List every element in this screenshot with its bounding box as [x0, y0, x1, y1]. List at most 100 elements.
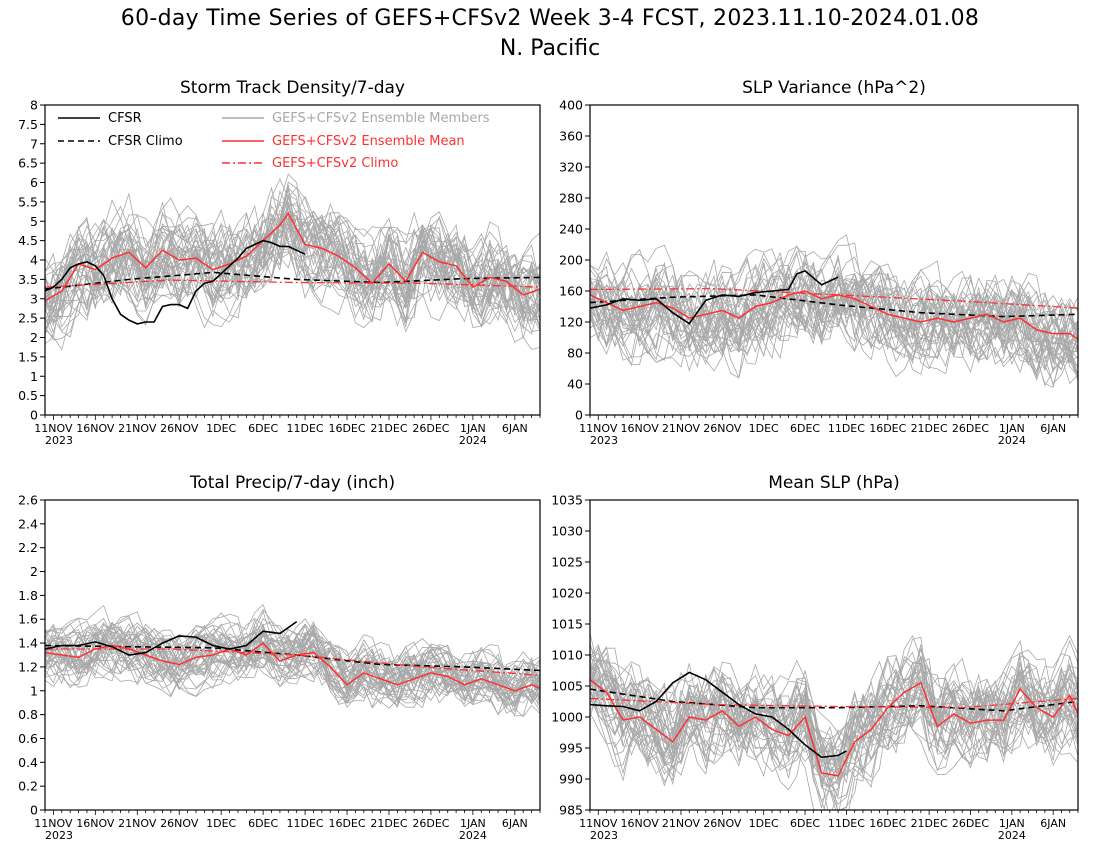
y-tick-label: 1.6	[18, 612, 38, 627]
series-line-cfsr	[45, 620, 298, 656]
y-tick-label: 400	[559, 98, 583, 113]
page-subtitle: N. Pacific	[499, 36, 601, 61]
ensemble-member-line	[45, 173, 540, 313]
y-tick-label: 0	[30, 408, 38, 423]
ensemble-member-line	[45, 227, 540, 332]
y-tick-label: 160	[559, 284, 583, 299]
plot-area	[590, 234, 1078, 388]
y-tick-label: 1.4	[18, 636, 38, 651]
series-line-cfsr	[590, 269, 839, 325]
y-tick-label: 3	[30, 291, 38, 306]
x-year-label: 2024	[998, 829, 1026, 842]
x-tick-label: 1DEC	[206, 422, 236, 435]
series-line-cfsr	[590, 671, 847, 759]
x-year-label: 2024	[459, 434, 487, 447]
y-tick-label: 4.5	[18, 233, 38, 248]
legend-label-climo: GEFS+CFSv2 Climo	[272, 156, 398, 171]
y-tick-label: 240	[559, 222, 583, 237]
x-tick-label: 11NOV	[34, 817, 73, 830]
ensemble-member-line	[45, 604, 540, 687]
ensemble-member-line	[45, 628, 540, 708]
x-tick-label: 16DEC	[328, 422, 365, 435]
panel-title: Mean SLP (hPa)	[768, 473, 900, 493]
x-tick-label: 26DEC	[412, 422, 449, 435]
x-tick-label: 21DEC	[370, 817, 407, 830]
ensemble-member-line	[45, 641, 540, 716]
x-tick-label: 26NOV	[703, 817, 742, 830]
panel-total-precip: Total Precip/7-day (inch)00.20.40.60.811…	[18, 473, 541, 842]
ensemble-member-line	[590, 632, 1078, 788]
x-tick-label: 16DEC	[869, 817, 906, 830]
ensemble-member-line	[590, 248, 1078, 345]
x-tick-label: 26DEC	[952, 817, 989, 830]
y-tick-label: 1000	[551, 710, 583, 725]
y-tick-label: 320	[559, 160, 583, 175]
y-tick-label: 1010	[551, 648, 583, 663]
y-tick-label: 4	[30, 253, 38, 268]
y-tick-label: 3.5	[18, 272, 38, 287]
y-tick-label: 1	[30, 683, 38, 698]
panel-title: Storm Track Density/7-day	[180, 78, 405, 98]
y-tick-label: 1015	[551, 617, 583, 632]
ensemble-member-line	[590, 656, 1078, 770]
x-tick-label: 16DEC	[328, 817, 365, 830]
x-tick-label: 1JAN	[999, 817, 1025, 830]
ensemble-member-line	[590, 656, 1078, 774]
y-tick-label: 0	[30, 803, 38, 818]
plot-area	[45, 173, 540, 351]
y-tick-label: 2.5	[18, 311, 38, 326]
y-tick-label: 2.4	[18, 516, 38, 531]
x-tick-label: 21DEC	[370, 422, 407, 435]
y-tick-label: 7.5	[18, 117, 38, 132]
x-tick-label: 11NOV	[34, 422, 73, 435]
ensemble-member-line	[590, 649, 1078, 782]
panel-mean-slp: Mean SLP (hPa) 985 990 995 1000 1005 1010 1015 1…	[551, 473, 1079, 842]
ensemble-member-line	[590, 285, 1078, 371]
x-tick-label: 16NOV	[76, 422, 115, 435]
ensemble-member-line	[590, 652, 1078, 763]
ensemble-member-line	[45, 638, 540, 706]
x-tick-label: 11DEC	[287, 817, 324, 830]
series-line-ensemble-climo	[590, 288, 1078, 309]
y-tick-label: 0.6	[18, 731, 38, 746]
x-tick-label: 26DEC	[412, 817, 449, 830]
ensemble-member-line	[45, 634, 540, 716]
x-tick-label: 26NOV	[160, 817, 199, 830]
ensemble-member-line	[45, 630, 540, 704]
x-tick-label: 1JAN	[460, 422, 486, 435]
x-tick-label: 26NOV	[160, 422, 199, 435]
series-line-ensemble-climo	[45, 279, 540, 288]
y-tick-label: 2	[30, 330, 38, 345]
series-line-cfsr-climo	[45, 271, 540, 290]
y-tick-label: 1020	[551, 586, 583, 601]
ensemble-member-line	[590, 689, 1078, 810]
ensemble-member-line	[590, 667, 1078, 789]
y-tick-label: 6.5	[18, 156, 38, 171]
x-year-label: 2023	[45, 829, 73, 842]
series-line-ensemble-mean	[45, 212, 540, 302]
x-year-label: 2024	[459, 829, 487, 842]
y-tick-label: 0	[575, 408, 583, 423]
legend: CFSR CFSR Climo GEFS+CFSv2 Ensemble Member…	[58, 111, 490, 171]
y-tick-label: 995	[559, 741, 583, 756]
x-tick-label: 6DEC	[248, 817, 278, 830]
x-tick-label: 11NOV	[579, 817, 618, 830]
ensemble-member-line	[45, 613, 540, 690]
x-year-label: 2024	[998, 434, 1026, 447]
x-tick-label: 11DEC	[828, 817, 865, 830]
ensemble-member-line	[590, 263, 1078, 379]
ensemble-member-line	[45, 203, 540, 314]
ensemble-member-line	[590, 256, 1078, 352]
series-line-cfsr-climo	[590, 294, 1078, 318]
x-tick-label: 21NOV	[662, 817, 701, 830]
ensemble-member-line	[45, 641, 540, 713]
ensemble-member-line	[45, 222, 540, 339]
x-tick-label: 21NOV	[118, 422, 157, 435]
ensemble-member-line	[45, 181, 540, 321]
x-tick-label: 6DEC	[790, 422, 820, 435]
series-line-ensemble-climo	[590, 697, 1078, 709]
y-tick-label: 0.2	[18, 779, 38, 794]
x-tick-label: 16DEC	[869, 422, 906, 435]
x-tick-label: 1DEC	[749, 422, 779, 435]
